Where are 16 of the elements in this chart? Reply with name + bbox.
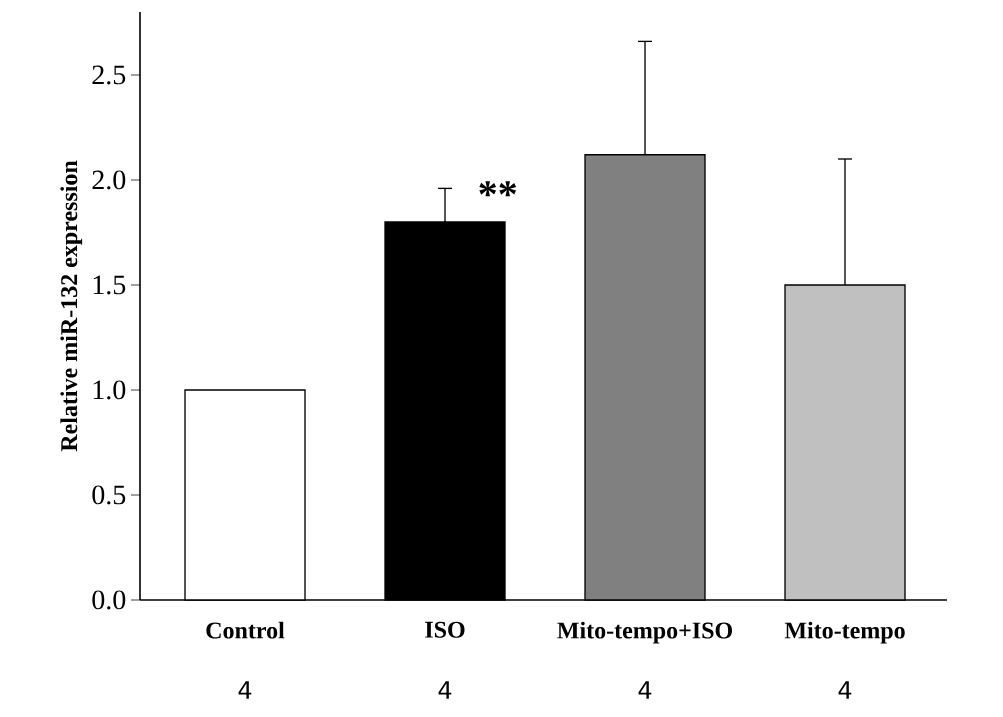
y-tick-label: 1.0 [93, 380, 126, 400]
y-tick-label: 0.0 [92, 590, 126, 610]
y-tick-label: 2.5 [92, 65, 126, 85]
x-tick-label: Control [206, 621, 285, 639]
x-tick-label: ISO [425, 621, 465, 638]
y-tick-label: 1.5 [93, 275, 126, 295]
text: 4 [238, 681, 252, 699]
x-tick-label: Mito-tempo+ISO [557, 621, 732, 644]
y-axis-title: Relative miR-132 expression [60, 160, 83, 452]
y-tick-label: 0.5 [92, 485, 126, 505]
annotation: ** [479, 181, 517, 197]
y-tick-label: 2.0 [92, 170, 126, 190]
text: 4 [838, 681, 852, 699]
text: 4 [438, 681, 452, 699]
text: 4 [638, 681, 652, 699]
x-tick-label: Mito-tempo [784, 621, 905, 644]
